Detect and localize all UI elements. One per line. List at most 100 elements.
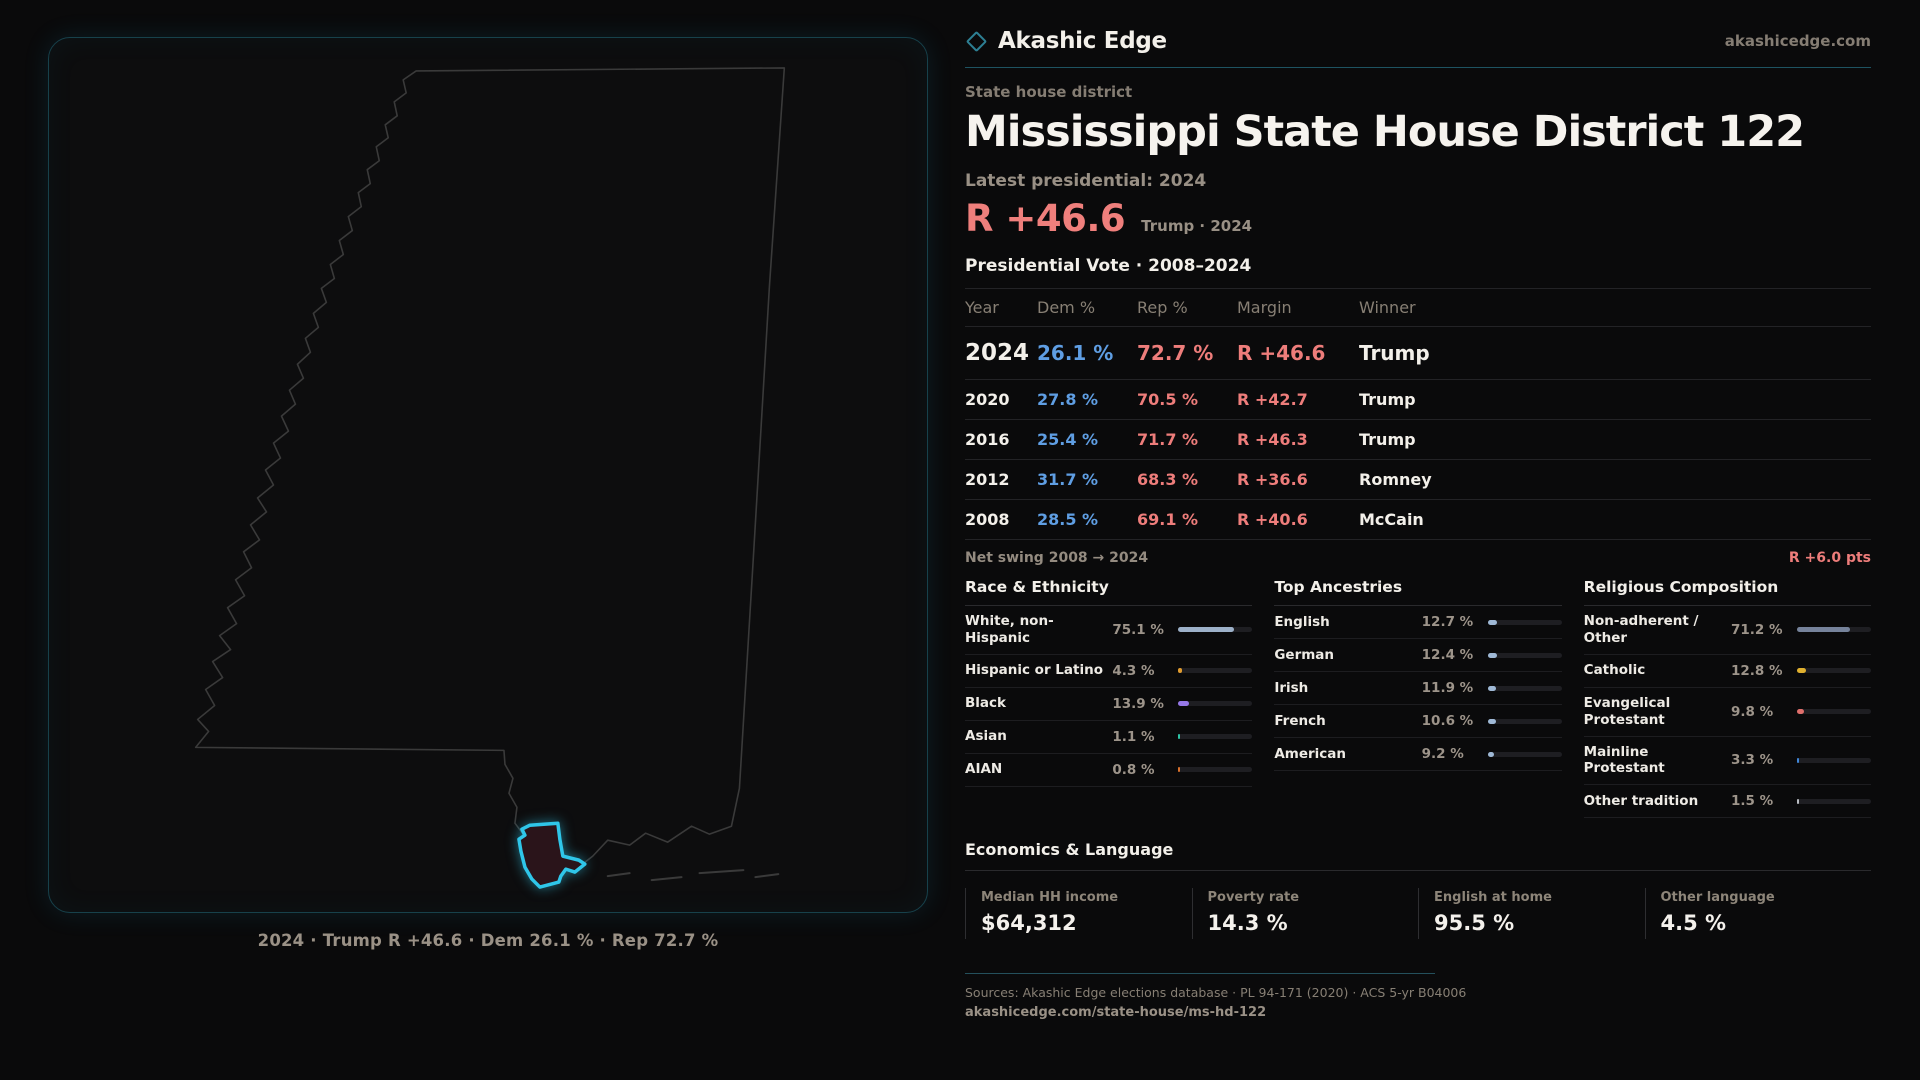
map-caption: 2024 · Trump R +46.6 · Dem 26.1 % · Rep …: [257, 931, 719, 950]
page-title: Mississippi State House District 122: [965, 107, 1805, 157]
demo-row-irish: Irish 11.9 %: [1274, 672, 1562, 705]
vote-row-2024: 2024 26.1 % 72.7 % R +46.6 Trump: [965, 327, 1871, 380]
sources-line: Sources: Akashic Edge elections database…: [965, 985, 1467, 1001]
demo-bar-track: [1797, 709, 1871, 715]
economics-stats: Median HH income $64,312 Poverty rate 14.3 …: [965, 888, 1872, 940]
vote-margin: R +42.7: [1237, 390, 1308, 409]
vote-winner: Trump: [1359, 341, 1430, 365]
vote-margin: R +46.6: [1237, 341, 1326, 365]
header-divider: [965, 67, 1871, 68]
demo-label: Non-adherent / Other: [1583, 613, 1699, 646]
brand-name: Akashic Edge: [998, 28, 1167, 54]
demo-value: 1.1 %: [1112, 728, 1155, 745]
demo-bar-fill: [1797, 668, 1807, 674]
demo-bar-fill: [1797, 709, 1805, 715]
demo-value: 75.1 %: [1112, 621, 1164, 638]
vote-row-2012: 2012 31.7 % 68.3 % R +36.6 Romney: [965, 460, 1871, 500]
demo-bar-fill: [1487, 619, 1498, 625]
map-section: 2024 · Trump R +46.6 · Dem 26.1 % · Rep …: [48, 37, 928, 950]
demo-bar-fill: [1487, 652, 1497, 658]
demo-value: 3.3 %: [1731, 752, 1774, 769]
stat-value: 4.5 %: [1660, 911, 1727, 936]
vote-year: 2024: [965, 340, 1030, 366]
vote-dem: 28.5 %: [1037, 510, 1099, 529]
demo-bar-track: [1797, 668, 1871, 674]
vote-row-2016: 2016 25.4 % 71.7 % R +46.3 Trump: [965, 420, 1871, 460]
demo-bar-fill: [1487, 718, 1496, 724]
demo-value: 9.2 %: [1421, 746, 1464, 762]
demo-bar-fill: [1487, 751, 1495, 757]
stat-other-language: Other language 4.5 %: [1644, 888, 1872, 940]
vote-year: 2012: [965, 470, 1010, 489]
vote-year: 2008: [965, 510, 1010, 529]
stat-value: $64,312: [981, 911, 1077, 936]
demo-label: Hispanic or Latino: [965, 662, 1103, 679]
demo-bar-fill: [1178, 668, 1182, 674]
vote-rep: 70.5 %: [1137, 390, 1199, 409]
district-report: Akashic Edge akashicedge.com State house…: [965, 28, 1871, 1020]
kicker: State house district: [965, 83, 1133, 101]
demo-value: 1.5 %: [1731, 793, 1774, 810]
demo-value: 0.8 %: [1112, 761, 1155, 778]
district-map-panel: [48, 37, 928, 913]
barrier-islands: [606, 869, 780, 882]
brand-domain-link[interactable]: akashicedge.com: [1724, 32, 1871, 50]
demo-row-white-non-hispanic: White, non-Hispanic 75.1 %: [965, 606, 1253, 655]
demo-row-catholic: Catholic 12.8 %: [1583, 655, 1871, 688]
vote-winner: Trump: [1359, 390, 1416, 409]
demo-row-mainline-protestant: Mainline Protestant 3.3 %: [1583, 737, 1871, 786]
demo-bar-fill: [1797, 798, 1799, 804]
headline-context: Trump · 2024: [1141, 217, 1253, 235]
vote-rep: 69.1 %: [1137, 510, 1199, 529]
demo-label: Irish: [1274, 679, 1309, 696]
headline-margin-row: R +46.6 Trump · 2024: [965, 197, 1871, 240]
vote-rep: 72.7 %: [1137, 341, 1214, 365]
demo-value: 11.9 %: [1421, 680, 1474, 696]
mississippi-outline: [194, 67, 786, 879]
stat-median-hh-income: Median HH income $64,312: [965, 888, 1192, 940]
demo-label: Catholic: [1583, 662, 1646, 679]
permalink[interactable]: akashicedge.com/state-house/ms-hd-122: [965, 1005, 1267, 1021]
stat-label: Poverty rate: [1207, 890, 1300, 906]
demo-label: French: [1274, 712, 1326, 729]
demo-label: American: [1274, 745, 1347, 762]
demo-bar-track: [1178, 627, 1253, 633]
vote-winner: Romney: [1359, 470, 1432, 489]
demo-bar-fill: [1797, 627, 1850, 633]
demo-value: 12.7 %: [1421, 614, 1474, 630]
demographics-grid: Race & Ethnicity White, non-Hispanic 75.1 …: [965, 578, 1871, 819]
demo-label: English: [1274, 613, 1330, 630]
vote-col-header-winner: Winner: [1359, 298, 1416, 317]
demo-bar-track: [1178, 734, 1253, 740]
demo-bar-track: [1797, 798, 1871, 804]
stat-poverty-rate: Poverty rate 14.3 %: [1191, 888, 1419, 940]
demo-bar-fill: [1178, 627, 1234, 633]
demo-bar-track: [1487, 751, 1562, 757]
footer: Sources: Akashic Edge elections database…: [965, 973, 1871, 1020]
demo-row-english: English 12.7 %: [1274, 606, 1562, 639]
demo-row-hispanic-or-latino: Hispanic or Latino 4.3 %: [965, 655, 1253, 688]
demo-bar-track: [1487, 718, 1562, 724]
demo-column-title: Race & Ethnicity: [965, 578, 1253, 606]
demo-bar-track: [1487, 685, 1562, 691]
vote-winner: McCain: [1359, 510, 1424, 529]
vote-winner: Trump: [1359, 430, 1416, 449]
vote-col-header-rep: Rep %: [1137, 298, 1188, 317]
demo-bar-fill: [1797, 757, 1800, 763]
demo-value: 4.3 %: [1112, 662, 1155, 679]
header: Akashic Edge akashicedge.com: [965, 28, 1871, 54]
demo-label: Mainline Protestant: [1583, 743, 1665, 777]
demo-column-title: Top Ancestries: [1274, 578, 1562, 606]
latest-presidential-label: Latest presidential: 2024: [965, 171, 1207, 191]
vote-row-2008: 2008 28.5 % 69.1 % R +40.6 McCain: [965, 500, 1871, 540]
demo-bar-track: [1487, 619, 1562, 625]
demo-column-race-ethnicity: Race & Ethnicity White, non-Hispanic 75.1 …: [965, 578, 1253, 818]
stat-english-at-home: English at home 95.5 %: [1418, 888, 1645, 940]
demo-column-religious-composition: Religious Composition Non-adherent / Othe…: [1583, 578, 1871, 819]
demo-bar-track: [1797, 757, 1871, 763]
diamond-icon: [965, 30, 988, 52]
vote-col-header-year: Year: [965, 298, 999, 317]
vote-rep: 71.7 %: [1137, 430, 1199, 449]
demo-value: 9.8 %: [1731, 703, 1774, 720]
demo-label: German: [1274, 646, 1335, 663]
